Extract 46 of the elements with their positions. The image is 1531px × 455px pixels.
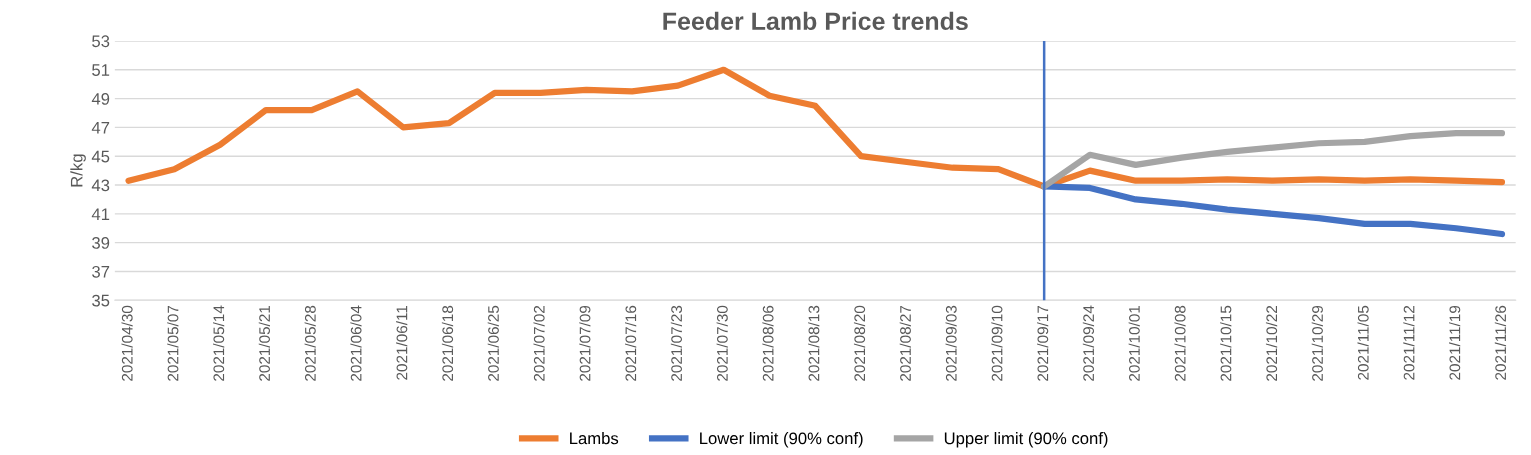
x-tick-label: 2021/05/28: [304, 305, 316, 381]
x-tick-label: 2021/11/12: [1403, 305, 1415, 380]
x-tick-label: 2021/09/24: [1082, 305, 1095, 381]
y-tick-label: 39: [92, 237, 110, 249]
x-tick-label: 2021/07/30: [716, 305, 728, 381]
legend-label: Lower limit (90% conf): [700, 432, 863, 448]
x-tick-label: 2021/08/27: [899, 305, 911, 381]
x-tick-label: 2021/08/20: [853, 305, 866, 381]
x-tick-label: 2021/11/26: [1494, 305, 1507, 380]
x-tick-label: 2021/07/16: [625, 305, 637, 381]
chart-title: Feeder Lamb Price trends: [663, 11, 968, 31]
x-tick-label: 2021/10/08: [1174, 305, 1186, 381]
x-tick-label: 2021/06/18: [441, 305, 454, 381]
x-tick-label: 2021/10/29: [1311, 305, 1323, 381]
x-tick-label: 2021/06/25: [487, 305, 499, 381]
x-tick-label: 2021/08/06: [762, 305, 774, 381]
y-tick-label: 51: [92, 64, 110, 76]
y-tick-label: 43: [91, 179, 110, 192]
x-tick-label: 2021/05/07: [167, 305, 179, 381]
y-tick-label: 47: [91, 121, 110, 134]
y-tick-label: 53: [92, 35, 110, 48]
x-tick-label: 2021/07/23: [670, 305, 683, 381]
x-tick-label: 2021/07/02: [533, 305, 545, 381]
x-tick-label: 2021/10/22: [1265, 305, 1278, 381]
y-axis-title: R/kg: [70, 154, 86, 187]
x-tick-label: 2021/06/11: [396, 305, 408, 380]
y-tick-label: 45: [91, 150, 110, 163]
legend-label: Upper limit (90% conf): [944, 432, 1108, 448]
x-tick-label: 2021/10/15: [1220, 305, 1232, 381]
y-tick-label: 35: [92, 294, 110, 307]
x-tick-label: 2021/05/14: [213, 305, 225, 381]
y-tick-label: 37: [92, 265, 110, 278]
y-tick-label: 49: [91, 92, 110, 105]
x-tick-label: 2021/09/03: [945, 305, 957, 381]
x-tick-label: 2021/11/19: [1449, 305, 1461, 380]
x-tick-label: 2021/04/30: [121, 305, 133, 381]
y-tick-label: 41: [91, 208, 110, 220]
x-tick-label: 2021/08/13: [808, 305, 820, 381]
legend-label: Lambs: [570, 432, 619, 445]
x-tick-label: 2021/06/04: [350, 305, 362, 381]
x-tick-label: 2021/07/09: [579, 305, 591, 381]
x-tick-label: 2021/10/01: [1128, 305, 1140, 381]
x-tick-label: 2021/09/10: [991, 305, 1003, 381]
x-tick-label: 2021/11/05: [1357, 305, 1369, 380]
x-tick-label: 2021/05/21: [258, 305, 270, 381]
x-tick-label: 2021/09/17: [1037, 305, 1049, 381]
